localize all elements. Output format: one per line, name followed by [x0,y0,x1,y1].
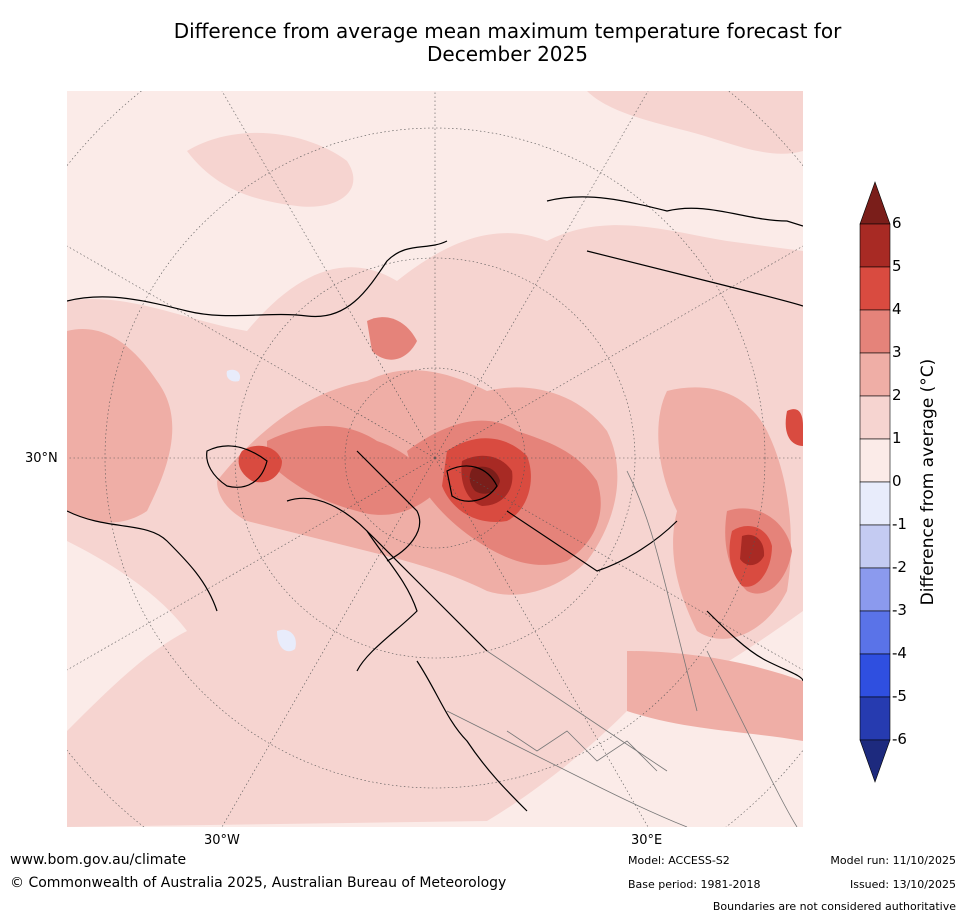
colorbar-band [859,481,891,526]
field-4-5-east [785,409,803,446]
field-negative-1 [277,629,296,652]
field-1-2-north [187,132,354,207]
footer-model: Model: ACCESS-S2 [628,854,730,867]
lon-label-30e: 30°E [631,833,663,848]
colorbar-tick-label: 6 [892,214,902,232]
colorbar-tick-label: -1 [892,515,907,533]
footer-issued: Issued: 13/10/2025 [849,878,956,891]
field-2-3-south [627,651,803,741]
colorbar-band [859,223,891,268]
colorbar-tick-label: 1 [892,429,902,447]
field-2-3-west [67,329,173,523]
colorbar-band [859,524,891,569]
chart-title-line2: December 2025 [427,42,588,66]
field-3-4-north [367,317,417,360]
borders [446,470,798,827]
colorbar-tick-label: -2 [892,558,907,576]
colorbar-tick-label: 4 [892,300,902,318]
field-1-2-ne [587,91,803,154]
footer-base-period: Base period: 1981-2018 [628,878,761,891]
colorbar-tick-label: 0 [892,472,902,490]
chart-title: Difference from average mean maximum tem… [60,20,955,66]
map-canvas [67,91,803,827]
footer-model-run: Model run: 11/10/2025 [830,854,956,867]
colorbar-band [859,438,891,483]
colorbar [859,181,891,783]
lat-label-30n: 30°N [25,451,58,466]
chart-title-line1: Difference from average mean maximum tem… [173,19,842,43]
footer-website[interactable]: www.bom.gov.au/climate [10,852,187,868]
colorbar-tick-label: -4 [892,644,907,662]
colorbar-label: Difference from average (°C) [918,358,938,606]
colorbar-tick-label: -6 [892,730,907,748]
colorbar-tick-label: 3 [892,343,902,361]
colorbar-tick-label: 2 [892,386,902,404]
footer-copyright: © Commonwealth of Australia 2025, Austra… [10,875,507,891]
field-negative-2 [226,369,241,382]
colorbar-band [859,352,891,397]
colorbar-band [859,696,891,741]
colorbar-tick-label: -3 [892,601,907,619]
graticule [67,91,803,827]
colorbar-band [859,395,891,440]
colorbar-tick-label: -5 [892,687,907,705]
colorbar-band [859,567,891,612]
colorbar-band [859,610,891,655]
field-3-4-canada [267,426,437,515]
field-above-6 [469,466,500,494]
forecast-map [67,91,803,827]
colorbar-tick-label: 5 [892,257,902,275]
colorbar-bands [859,181,891,783]
lon-label-30w: 30°W [204,833,240,848]
colorbar-band [859,266,891,311]
coastlines [67,196,803,812]
colorbar-band [859,653,891,698]
footer-disclaimer: Boundaries are not considered authoritat… [712,900,956,913]
colorbar-extend-top [859,181,891,225]
colorbar-extend-bottom [859,739,891,783]
field-4-5-hudson [238,445,282,483]
colorbar-band [859,309,891,354]
